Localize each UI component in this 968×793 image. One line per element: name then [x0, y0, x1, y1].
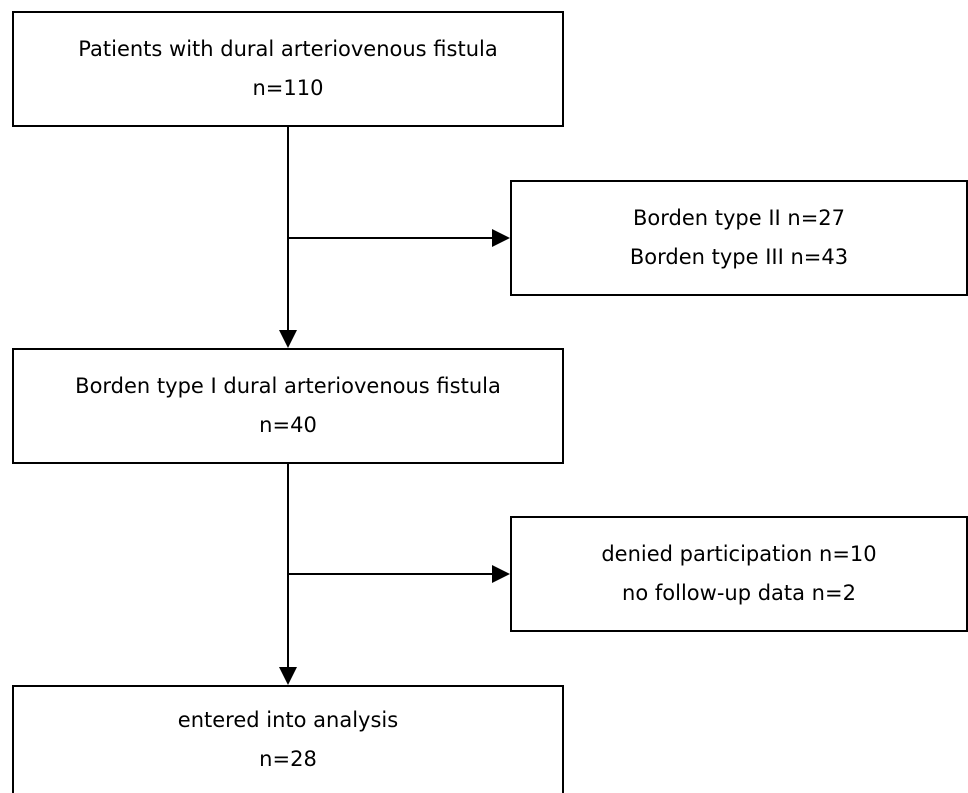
- node-type-i: Borden type I dural arteriovenous fistul…: [12, 348, 564, 464]
- node-analysis-count: n=28: [259, 747, 317, 771]
- node-patients: Patients with dural arteriovenous fistul…: [12, 11, 564, 127]
- node-excluded-types: Borden type II n=27 Borden type III n=43: [510, 180, 968, 296]
- node-type-i-count: n=40: [259, 413, 317, 437]
- arrowhead-excluded-types: [492, 229, 510, 247]
- arrowhead-type-i: [279, 330, 297, 348]
- node-analysis: entered into analysis n=28: [12, 685, 564, 793]
- node-patients-title: Patients with dural arteriovenous fistul…: [78, 37, 498, 61]
- arrowhead-excluded-other: [492, 565, 510, 583]
- node-excluded-other-line-1: denied participation n=10: [601, 542, 877, 566]
- node-excluded-other-line-2: no follow-up data n=2: [622, 581, 856, 605]
- node-analysis-title: entered into analysis: [177, 708, 399, 732]
- node-excluded-types-line-1: Borden type II n=27: [632, 206, 846, 230]
- node-excluded-other: denied participation n=10 no follow-up d…: [510, 516, 968, 632]
- node-patients-count: n=110: [252, 76, 324, 100]
- arrowhead-analysis: [279, 667, 297, 685]
- node-excluded-types-line-2: Borden type III n=43: [629, 245, 849, 269]
- node-type-i-title: Borden type I dural arteriovenous fistul…: [75, 374, 501, 398]
